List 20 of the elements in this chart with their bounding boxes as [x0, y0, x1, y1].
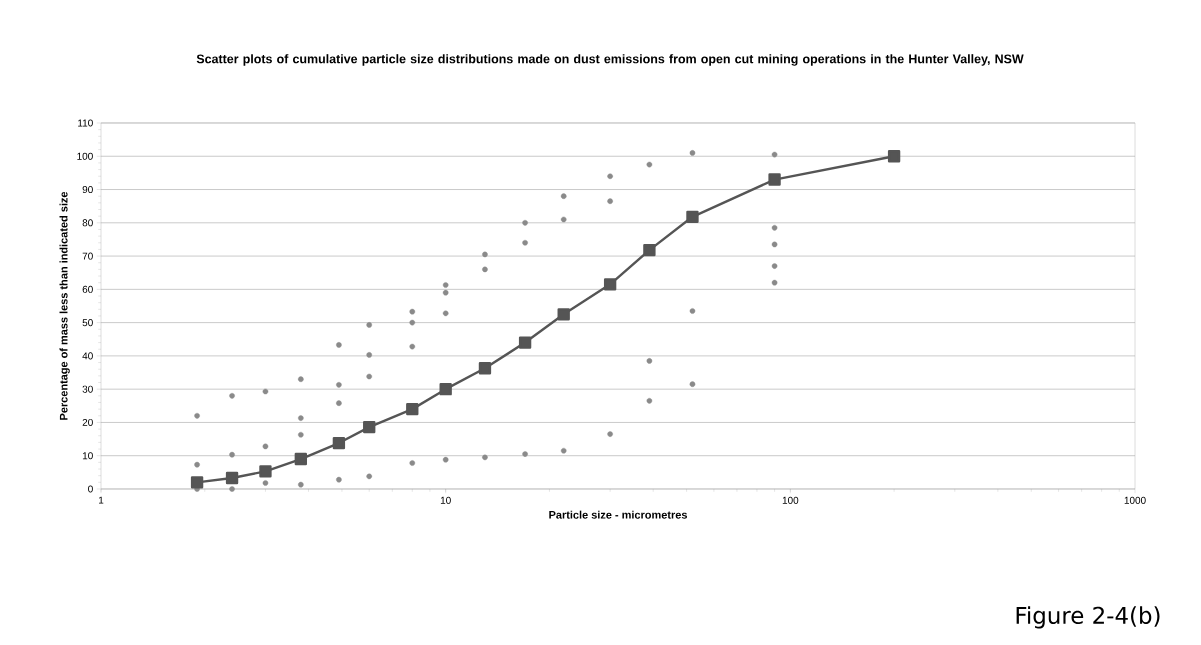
x-tick-label: 10 [440, 496, 451, 504]
y-tick-label: 20 [82, 418, 93, 426]
y-tick-label: 70 [82, 252, 93, 260]
y-tick-label: 0 [88, 485, 93, 493]
y-tick-label: 10 [82, 452, 93, 460]
y-tick-label: 110 [78, 119, 93, 127]
caption: Figure 2-4(b) [1016, 606, 1160, 629]
y-axis-title: Percentage of mass less than indicated size [59, 191, 70, 420]
x-tick-label: 100 [782, 496, 799, 504]
x-tick-label: 1 [99, 496, 104, 504]
x-axis-title: Particle size - micrometres [549, 510, 687, 519]
y-tick-label: 40 [82, 352, 93, 360]
y-tick-label: 50 [82, 319, 93, 327]
y-tick-label: 60 [82, 285, 93, 293]
y-tick-label: 100 [77, 152, 93, 160]
chart-title: Scatter plots of cumulative particle size distributions made on dust emissions from open cut mining operations in the Hunter Valley, NSW [196, 54, 1024, 66]
x-tick-label: 1000 [1124, 496, 1146, 504]
y-tick-label: 90 [82, 186, 93, 194]
y-tick-label: 80 [82, 219, 93, 227]
y-tick-label: 30 [82, 385, 93, 393]
